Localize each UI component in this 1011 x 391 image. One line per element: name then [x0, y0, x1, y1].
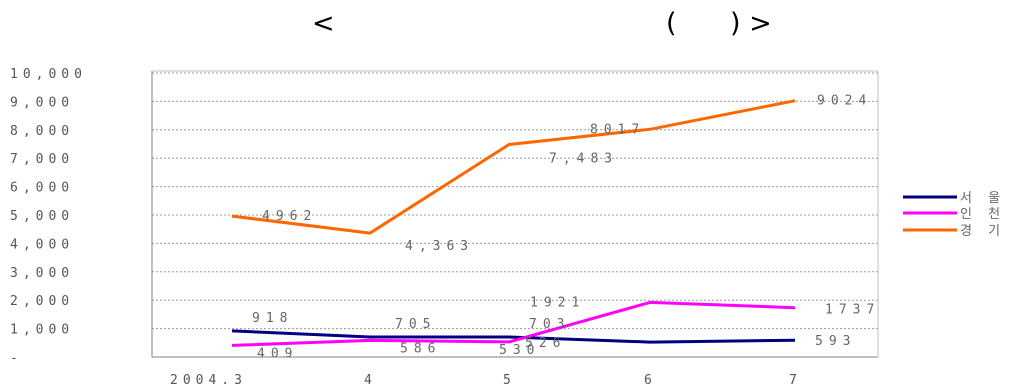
x-tick-label: 7	[789, 373, 802, 388]
title-left-paren: (	[666, 8, 677, 39]
series-lines	[231, 99, 796, 347]
y-tick-label: 8,000	[10, 124, 74, 139]
data-label: 1737	[825, 303, 880, 318]
legend-entry: 인 천	[960, 207, 1006, 222]
series-line	[231, 99, 796, 235]
axes	[151, 70, 879, 358]
x-tick-label: 2004.3	[170, 373, 247, 388]
data-label: 705	[395, 317, 436, 332]
series-line	[231, 329, 796, 344]
y-tick-label: 2,000	[10, 294, 74, 309]
data-label: 4962	[262, 209, 317, 224]
y-tick-label: 3,000	[10, 266, 74, 281]
data-label: 530	[499, 343, 540, 358]
data-label: 703	[529, 317, 570, 332]
data-label: 526	[525, 336, 566, 351]
y-tick-label: 10,000	[10, 67, 87, 82]
y-tick-label: 9,000	[10, 95, 74, 110]
x-tick-labels: 2004.3 4 5 6 7	[170, 373, 802, 388]
data-label: 4,363	[405, 239, 474, 254]
legend: 서 울인 천경 기	[903, 191, 1006, 239]
data-label: 409	[257, 346, 298, 361]
data-labels: 918 705 703 526 593 409 586 530 1921 1737 4962 4,36…	[252, 94, 880, 362]
data-label: 9024	[817, 94, 872, 109]
x-tick-label: 4	[364, 373, 377, 388]
y-tick-labels: 10,000 9,000 8,000 7,000 6,000 5,000 4,000 3,00…	[10, 67, 87, 366]
data-label: 586	[400, 341, 441, 356]
y-tick-label: 5,000	[10, 209, 74, 224]
chart-title: < ( ) >	[0, 0, 1011, 50]
y-tick-label: 6,000	[10, 181, 74, 196]
data-label: 593	[815, 334, 856, 349]
legend-entry: 서 울	[960, 191, 1006, 206]
legend-entry: 경 기	[960, 224, 1006, 239]
y-tick-label: 1,000	[10, 323, 74, 338]
title-open-bracket: <	[312, 8, 335, 39]
y-tick-label: 4,000	[10, 237, 74, 252]
data-label: 918	[252, 311, 293, 326]
data-label: 8017	[590, 122, 645, 137]
gridlines	[152, 72, 878, 330]
x-tick-label: 5	[503, 373, 516, 388]
title-right-paren-bracket: ) >	[730, 8, 772, 39]
data-label: 1921	[530, 295, 585, 310]
x-tick-label: 6	[644, 373, 657, 388]
y-tick-label: 7,000	[10, 152, 74, 167]
series-line	[231, 300, 796, 347]
y-tick-label: -	[10, 351, 23, 366]
data-label: 7,483	[549, 151, 618, 166]
